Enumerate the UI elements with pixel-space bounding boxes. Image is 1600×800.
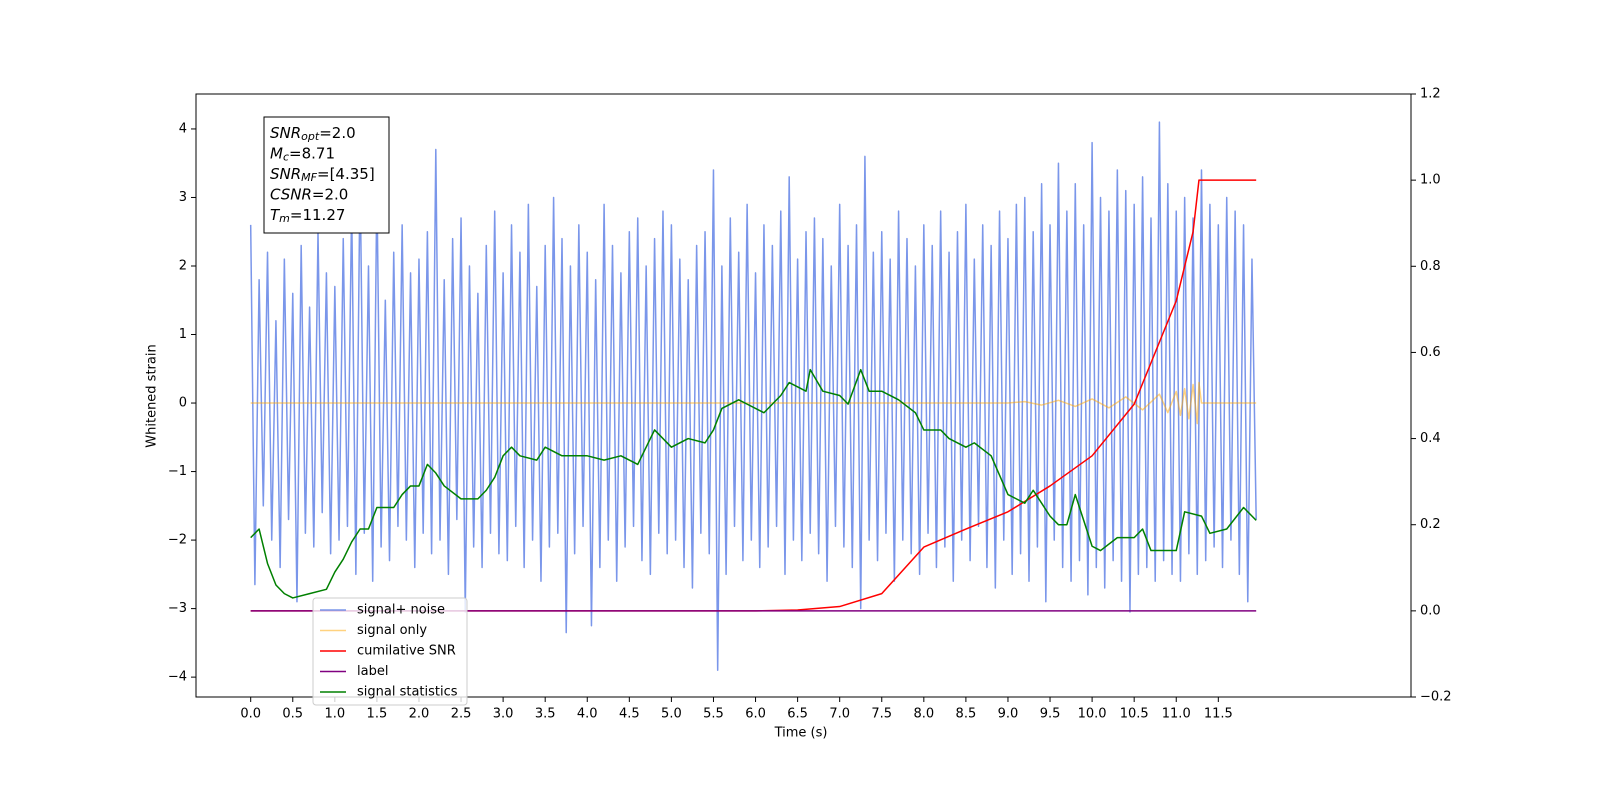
- legend: signal+ noise signal only cumilative SNR la…: [312, 597, 468, 706]
- annotation-sub: opt: [301, 130, 320, 143]
- y-tick-label: −2: [168, 533, 187, 548]
- series-line: [250, 179, 1257, 612]
- annotation: Tm=11.27: [270, 206, 345, 226]
- plot-frame: [195, 93, 1412, 698]
- annotation-sub: c: [283, 151, 289, 164]
- annotation-base: M: [270, 144, 283, 162]
- legend-label: signal only: [357, 623, 427, 638]
- x-tick-label: 7.5: [871, 707, 892, 722]
- series-line: [250, 368, 1257, 599]
- annotation-box: SNRopt=2.0Mc=8.71SNRMF=[4.35]CSNR=2.0Tm=…: [263, 116, 390, 234]
- y2-tick-label: 1.0: [1420, 173, 1441, 188]
- y2-tick-label: 0.4: [1420, 431, 1441, 446]
- annotation: SNRMF=[4.35]: [270, 165, 375, 185]
- x-tick-label: 3.0: [493, 707, 514, 722]
- annotation-rest: =2.0: [319, 124, 355, 142]
- y-tick-label: −3: [168, 601, 187, 616]
- y-tick-label: 4: [179, 121, 187, 136]
- y2-tick-label: 0.6: [1420, 345, 1441, 360]
- x-tick-label: 5.5: [703, 707, 724, 722]
- legend-label: signal+ noise: [357, 603, 445, 618]
- y-tick-label: 1: [179, 327, 187, 342]
- x-axis-label: Time (s): [774, 726, 828, 741]
- x-tick-label: 6.5: [787, 707, 808, 722]
- x-tick-label: 2.0: [409, 707, 430, 722]
- annotation-base: SNR: [270, 124, 301, 142]
- annotation: CSNR=2.0: [270, 185, 348, 203]
- x-tick-label: 0.5: [282, 707, 303, 722]
- x-tick-label: 4.5: [619, 707, 640, 722]
- series-line: [249, 121, 1257, 672]
- annotation-base: SNR: [270, 165, 301, 183]
- x-tick-label: 0.0: [240, 707, 261, 722]
- y-tick-label: 3: [179, 190, 187, 205]
- series-line: [250, 381, 1257, 425]
- x-tick-label: 11.0: [1162, 707, 1191, 722]
- annotation-rest: =2.0: [312, 185, 348, 203]
- legend-frame: [312, 597, 468, 706]
- legend-label: label: [357, 664, 388, 679]
- legend-label: cumilative SNR: [357, 644, 456, 659]
- x-tick-label: 11.5: [1204, 707, 1233, 722]
- annotation: SNRopt=2.0: [270, 124, 356, 144]
- x-tick-label: 1.5: [367, 707, 388, 722]
- annotation-rest: =11.27: [290, 206, 346, 224]
- x-tick-label: 5.0: [661, 707, 682, 722]
- annotation-sub: m: [279, 212, 290, 225]
- y2-tick-label: 1.2: [1420, 87, 1441, 102]
- x-tick-label: 4.0: [577, 707, 598, 722]
- y-tick-label: 2: [179, 258, 187, 273]
- annotation-base: T: [270, 206, 281, 224]
- annotation-frame: [263, 116, 390, 234]
- y-tick-label: −4: [168, 670, 187, 685]
- y-tick-label: 0: [179, 396, 187, 411]
- x-tick-label: 7.0: [829, 707, 850, 722]
- x-tick-label: 9.5: [1040, 707, 1061, 722]
- legend-label: signal statistics: [357, 685, 458, 700]
- y2-tick-label: 0.2: [1420, 517, 1441, 532]
- x-tick-label: 10.0: [1078, 707, 1107, 722]
- x-tick-label: 3.5: [535, 707, 556, 722]
- annotation-sub: MF: [301, 171, 317, 184]
- x-tick-label: 8.0: [913, 707, 934, 722]
- y2-tick-label: 0.8: [1420, 259, 1441, 274]
- y2-tick-label: −0.2: [1420, 690, 1452, 705]
- y-tick-label: −1: [168, 464, 187, 479]
- y2-tick-label: 0.0: [1420, 603, 1441, 618]
- x-tick-label: 1.0: [324, 707, 345, 722]
- y-axis-label: Whitened strain: [145, 344, 160, 447]
- x-tick-label: 10.5: [1120, 707, 1149, 722]
- annotation-base: CSNR: [270, 185, 312, 203]
- x-tick-label: 8.5: [956, 707, 977, 722]
- annotation-rest: =8.71: [289, 144, 335, 162]
- annotation-rest: =[4.35]: [317, 165, 375, 183]
- x-tick-label: 2.5: [451, 707, 472, 722]
- x-tick-label: 9.0: [998, 707, 1019, 722]
- annotation: Mc=8.71: [270, 144, 335, 164]
- x-tick-label: 6.0: [745, 707, 766, 722]
